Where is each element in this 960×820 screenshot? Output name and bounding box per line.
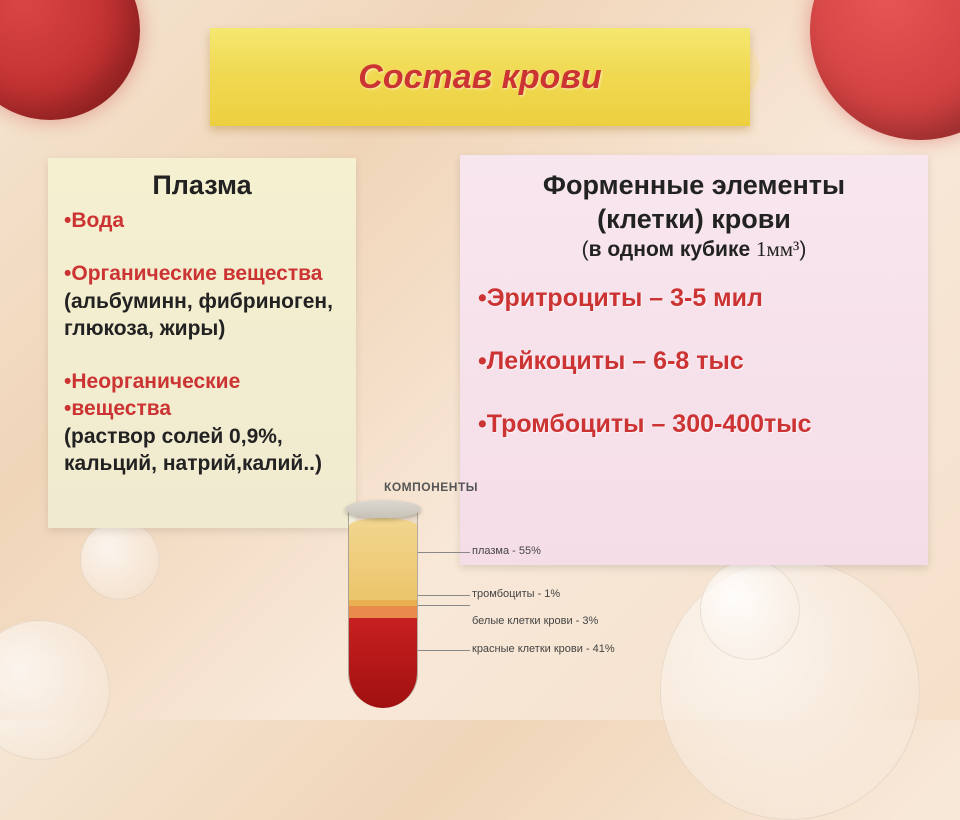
- tube-layer-plasma: [349, 518, 417, 600]
- plasma-item-head: Неорганические: [71, 370, 240, 393]
- bg-bubble: [0, 0, 140, 120]
- plasma-item: •Органические вещества (альбуминн, фибри…: [64, 260, 340, 342]
- tube-layer-red: [349, 618, 417, 708]
- spacer: [64, 238, 340, 256]
- spacer: [64, 346, 340, 364]
- plasma-item-head: Органические вещества: [71, 262, 322, 285]
- cells-unit: 1мм³: [756, 237, 799, 261]
- plasma-list: •Вода •Органические вещества (альбуминн,…: [64, 207, 340, 477]
- cells-heading-line2: (клетки) крови: [597, 204, 791, 234]
- plasma-item-detail: (альбуминн, фибриноген, глюкоза, жиры): [64, 290, 333, 340]
- leader-line: [418, 650, 470, 651]
- cells-subheading: ((в одном кубике в одном кубике 1мм³): [478, 237, 910, 262]
- leader-line: [418, 595, 470, 596]
- tube-label-red: красные клетки крови - 41%: [472, 643, 615, 655]
- cells-heading: Форменные элементы (клетки) крови: [478, 169, 910, 237]
- plasma-item-detail: (раствор солей 0,9%, кальций, натрий,кал…: [64, 425, 322, 475]
- bg-bubble: [0, 620, 110, 760]
- slide-title: Состав крови: [358, 58, 601, 97]
- leader-line: [418, 605, 470, 606]
- slide-title-box: Состав крови: [210, 28, 750, 126]
- cells-item-text: Тромбоциты – 300-400тыс: [487, 410, 812, 438]
- tube-top-label: КОМПОНЕНТЫ: [384, 480, 478, 494]
- cells-item: •Тромбоциты – 300-400тыс: [478, 410, 910, 439]
- cells-heading-line1: Форменные элементы: [543, 170, 845, 200]
- cells-item: •Эритроциты – 3-5 мил: [478, 284, 910, 313]
- plasma-item-head: Вода: [71, 209, 124, 232]
- plasma-item: •Неорганические •вещества (раствор солей…: [64, 368, 340, 477]
- tube-diagram: КОМПОНЕНТЫ плазма - 55% тромбоциты - 1% …: [348, 500, 578, 720]
- tube-label-plasma: плазма - 55%: [472, 545, 541, 557]
- tube-label-thrombo: тромбоциты - 1%: [472, 588, 560, 600]
- tube-label-white: белые клетки крови - 3%: [472, 615, 598, 627]
- leader-line: [418, 552, 470, 553]
- bg-bubble: [700, 560, 800, 660]
- plasma-item-head2: вещества: [71, 397, 171, 420]
- tube-body: [348, 508, 418, 708]
- cells-list: •Эритроциты – 3-5 мил •Лейкоциты – 6-8 т…: [478, 284, 910, 439]
- bg-bubble: [810, 0, 960, 140]
- plasma-panel: Плазма •Вода •Органические вещества (аль…: [48, 158, 356, 528]
- plasma-heading: Плазма: [64, 170, 340, 201]
- plasma-item: •Вода: [64, 207, 340, 234]
- tube-rim: [345, 500, 421, 518]
- test-tube: [348, 500, 418, 710]
- cells-item: •Лейкоциты – 6-8 тыс: [478, 347, 910, 376]
- cells-item-text: Эритроциты – 3-5 мил: [487, 284, 763, 312]
- tube-layer-white: [349, 606, 417, 618]
- bg-bubble: [80, 520, 160, 600]
- cells-item-text: Лейкоциты – 6-8 тыс: [487, 347, 744, 375]
